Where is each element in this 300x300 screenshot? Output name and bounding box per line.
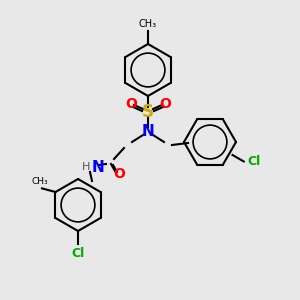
Text: O: O: [113, 167, 125, 181]
Text: N: N: [142, 124, 154, 140]
Text: O: O: [159, 97, 171, 111]
Text: Cl: Cl: [71, 247, 85, 260]
Text: CH₃: CH₃: [139, 19, 157, 29]
Text: O: O: [125, 97, 137, 111]
Text: H: H: [82, 162, 90, 172]
Text: Cl: Cl: [248, 155, 261, 168]
Text: S: S: [142, 103, 154, 121]
Text: N: N: [92, 160, 105, 175]
Text: CH₃: CH₃: [32, 177, 48, 186]
